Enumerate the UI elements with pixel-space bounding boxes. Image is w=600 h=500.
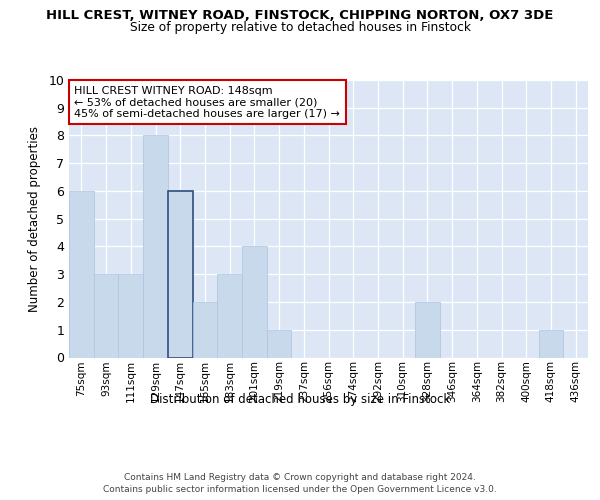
Bar xyxy=(168,191,193,358)
Bar xyxy=(94,274,118,357)
Bar xyxy=(267,330,292,357)
Bar xyxy=(539,330,563,357)
Bar xyxy=(143,136,168,358)
Bar xyxy=(415,302,440,358)
Y-axis label: Number of detached properties: Number of detached properties xyxy=(28,126,41,312)
Text: Contains HM Land Registry data © Crown copyright and database right 2024.: Contains HM Land Registry data © Crown c… xyxy=(124,472,476,482)
Bar xyxy=(242,246,267,358)
Text: Size of property relative to detached houses in Finstock: Size of property relative to detached ho… xyxy=(130,21,470,34)
Bar xyxy=(193,302,217,358)
Text: Distribution of detached houses by size in Finstock: Distribution of detached houses by size … xyxy=(150,392,450,406)
Bar xyxy=(217,274,242,357)
Text: Contains public sector information licensed under the Open Government Licence v3: Contains public sector information licen… xyxy=(103,485,497,494)
Text: HILL CREST, WITNEY ROAD, FINSTOCK, CHIPPING NORTON, OX7 3DE: HILL CREST, WITNEY ROAD, FINSTOCK, CHIPP… xyxy=(46,9,554,22)
Text: HILL CREST WITNEY ROAD: 148sqm
← 53% of detached houses are smaller (20)
45% of : HILL CREST WITNEY ROAD: 148sqm ← 53% of … xyxy=(74,86,340,118)
Bar xyxy=(118,274,143,357)
Bar xyxy=(69,191,94,358)
